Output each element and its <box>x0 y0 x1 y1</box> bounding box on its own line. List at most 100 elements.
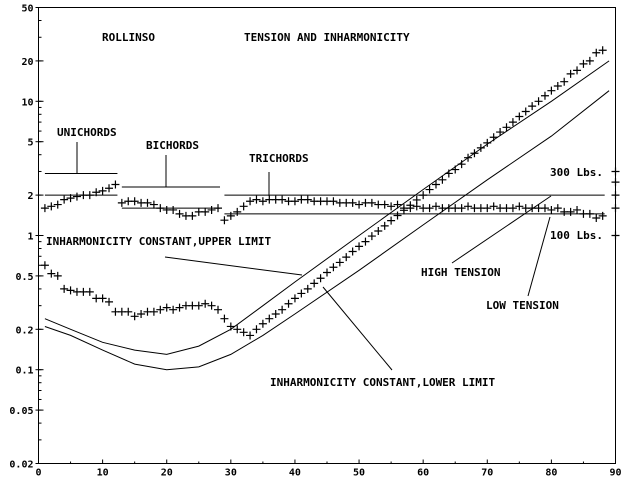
inharmonicity-point <box>335 258 344 267</box>
inharmonicity-point <box>489 133 498 142</box>
inharmonicity-point <box>457 160 466 169</box>
tension-point <box>169 205 178 214</box>
inharmonicity-point <box>342 253 351 262</box>
tension-point <box>278 195 287 204</box>
upper-limit-label: INHARMONICITY CONSTANT,UPPER LIMIT <box>46 235 272 248</box>
x-tick-label: 60 <box>417 468 429 479</box>
tension-point <box>201 207 210 216</box>
tension-point <box>508 204 517 213</box>
inharmonicity-point <box>579 59 588 68</box>
tension-point <box>92 188 101 197</box>
tension-point <box>175 209 184 218</box>
inharmonicity-point <box>470 149 479 158</box>
inharmonicity-point <box>85 287 94 296</box>
chart-subtitle: ROLLINSO <box>102 31 155 44</box>
chart-title: TENSION AND INHARMONICITY <box>244 31 410 44</box>
inharmonicity-point <box>444 169 453 178</box>
inharmonicity-point <box>502 123 511 132</box>
tension-point <box>387 202 396 211</box>
tension-point <box>130 197 139 206</box>
inharmonicity-point <box>585 56 594 65</box>
inharmonicity-point <box>239 328 248 337</box>
inharmonicity-point <box>553 82 562 91</box>
inharmonicity-point <box>233 325 242 334</box>
inharmonicity-point <box>355 242 364 251</box>
inharmonicity-point <box>540 91 549 100</box>
tension-point <box>483 204 492 213</box>
inharmonicity-point <box>464 153 473 162</box>
y-tick-label: 0.2 <box>15 325 33 336</box>
inharmonicity-point <box>323 268 331 277</box>
tension-point <box>355 200 364 209</box>
inharmonicity-point <box>547 86 556 95</box>
inharmonicity-point <box>265 314 274 323</box>
bichords-label: BICHORDS <box>146 139 199 152</box>
inharmonicity-point <box>284 299 293 308</box>
tension-point <box>233 207 242 216</box>
edge-marker <box>611 167 620 176</box>
tension-point <box>431 202 440 211</box>
inharmonicity-point <box>387 216 396 225</box>
inharmonicity-point <box>130 312 139 321</box>
inharmonicity-point <box>98 294 107 303</box>
inharmonicity-point <box>40 261 49 270</box>
tension-point <box>329 197 338 206</box>
inharmonicity-point <box>194 301 203 310</box>
unichords-label: UNICHORDS <box>57 126 117 139</box>
100-lbs-label: 100 Lbs. <box>550 229 603 242</box>
tension-point <box>425 204 434 213</box>
tension-point <box>60 195 69 204</box>
inharmonicity-point <box>412 195 421 204</box>
tension-point <box>592 214 601 223</box>
edge-marker <box>611 178 620 187</box>
upper-limit-pointer <box>164 256 303 276</box>
inharmonicity-point <box>290 294 299 303</box>
inharmonicity-point <box>374 227 383 236</box>
inharmonicity-point <box>316 274 325 283</box>
x-tick-label: 90 <box>609 468 621 479</box>
x-tick-label: 70 <box>481 468 493 479</box>
inharmonicity-point <box>508 118 517 127</box>
inharmonicity-point <box>201 299 210 308</box>
inharmonicity-point <box>278 305 287 314</box>
inharmonicity-point <box>329 263 338 272</box>
inharmonicity-point <box>258 319 267 328</box>
inharmonicity-point <box>592 48 601 57</box>
upper-limit-curve <box>44 60 610 355</box>
tension-point <box>598 211 607 220</box>
inharmonicity-point <box>246 331 255 340</box>
inharmonicity-point <box>496 128 505 137</box>
high-tension-pointer <box>451 195 552 264</box>
tension-point <box>111 180 120 189</box>
inharmonicity-point <box>156 305 165 314</box>
tension-point <box>515 202 524 211</box>
edge-marker <box>611 231 620 240</box>
tension-point <box>547 205 556 214</box>
edge-marker <box>611 191 620 200</box>
tension-point <box>53 200 62 209</box>
tension-point <box>348 198 357 207</box>
lower-limit-pointer <box>322 286 393 371</box>
inharmonicity-point <box>521 107 530 116</box>
tension-point <box>226 211 235 220</box>
tension-point <box>239 202 248 211</box>
inharmonicity-point <box>310 279 319 288</box>
x-tick-label: 40 <box>289 468 301 479</box>
reference-lines <box>44 172 605 215</box>
tension-point <box>380 200 389 209</box>
tension-point <box>464 202 473 211</box>
tension-point <box>220 216 229 225</box>
annotation-pointers <box>76 142 552 371</box>
edge-marker <box>611 204 620 213</box>
inharmonicity-point <box>220 314 229 323</box>
axes: 0 10 20 30 40 50 60 70 80 90 50 20 10 5 2 1 0.5 0.2 0.1 0.0… <box>9 4 621 479</box>
tension-point <box>214 204 223 213</box>
inharmonicity-point <box>393 211 402 220</box>
trichords-label: TRICHORDS <box>249 152 309 165</box>
inharmonicity-point <box>271 310 280 319</box>
inharmonicity-point <box>573 66 582 75</box>
inharmonicity-point <box>60 284 69 293</box>
limit-curves <box>44 60 610 371</box>
tension-point <box>188 211 197 220</box>
